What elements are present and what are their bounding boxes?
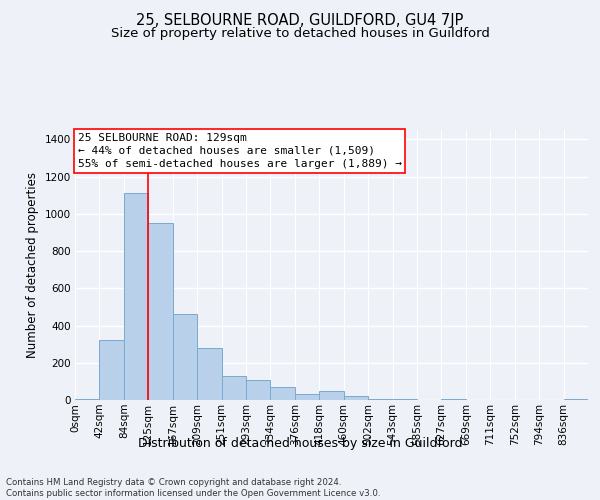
- Bar: [344, 396, 368, 400]
- Bar: [563, 399, 588, 400]
- Bar: [271, 387, 295, 400]
- Text: 25, SELBOURNE ROAD, GUILDFORD, GU4 7JP: 25, SELBOURNE ROAD, GUILDFORD, GU4 7JP: [136, 12, 464, 28]
- Y-axis label: Number of detached properties: Number of detached properties: [26, 172, 39, 358]
- Bar: [197, 348, 221, 400]
- Bar: [148, 223, 173, 400]
- Text: Distribution of detached houses by size in Guildford: Distribution of detached houses by size …: [138, 438, 462, 450]
- Bar: [442, 399, 466, 400]
- Bar: [246, 380, 271, 400]
- Bar: [221, 376, 246, 400]
- Bar: [368, 399, 392, 400]
- Bar: [124, 194, 148, 400]
- Bar: [392, 399, 417, 400]
- Bar: [295, 394, 319, 400]
- Bar: [75, 399, 100, 400]
- Text: Size of property relative to detached houses in Guildford: Size of property relative to detached ho…: [110, 28, 490, 40]
- Bar: [319, 390, 344, 400]
- Bar: [100, 340, 124, 400]
- Text: 25 SELBOURNE ROAD: 129sqm
← 44% of detached houses are smaller (1,509)
55% of se: 25 SELBOURNE ROAD: 129sqm ← 44% of detac…: [77, 132, 401, 169]
- Text: Contains HM Land Registry data © Crown copyright and database right 2024.
Contai: Contains HM Land Registry data © Crown c…: [6, 478, 380, 498]
- Bar: [173, 314, 197, 400]
